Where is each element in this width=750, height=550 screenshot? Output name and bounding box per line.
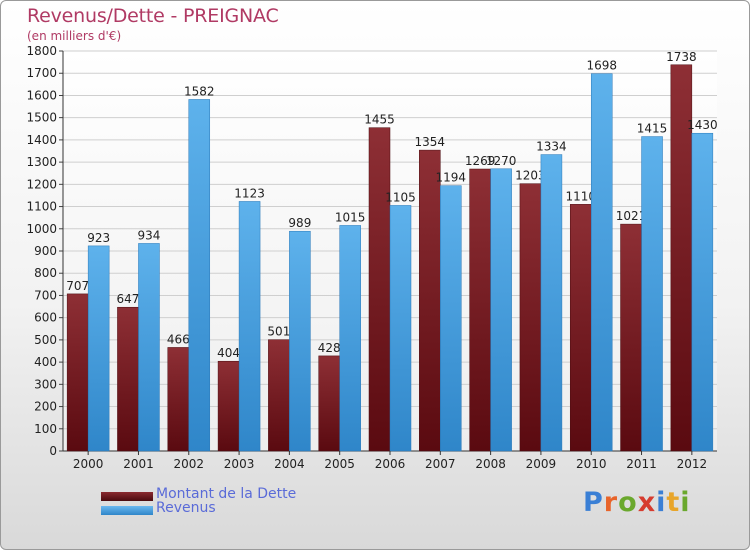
x-tick-label: 2001	[123, 457, 154, 471]
y-tick-label: 0	[49, 444, 57, 458]
bar-revenus	[238, 201, 261, 452]
logo-letter: r	[603, 487, 619, 518]
logo-letter: i	[656, 487, 667, 518]
legend-swatch-revenus	[101, 506, 153, 515]
data-label-revenus: 1698	[586, 59, 617, 73]
x-tick-label: 2010	[576, 457, 607, 471]
data-label-revenus: 1105	[385, 190, 416, 204]
chart-title: Revenus/Dette - PREIGNAC	[27, 5, 279, 27]
bar-revenus	[490, 168, 512, 452]
logo-letter: x	[637, 487, 657, 518]
y-tick-label: 900	[34, 244, 57, 258]
bar-revenus	[289, 230, 311, 452]
data-label-dette: 1354	[415, 135, 446, 149]
y-tick-label: 500	[34, 333, 57, 347]
x-tick-label: 2012	[677, 457, 708, 471]
logo-letter: t	[666, 487, 681, 518]
x-tick-label: 2003	[224, 457, 255, 471]
bar-dette	[167, 347, 190, 452]
x-tick-label: 2002	[173, 457, 204, 471]
y-tick-label: 400	[34, 355, 57, 369]
bar-dette	[620, 223, 642, 452]
data-label-revenus: 1415	[637, 122, 668, 136]
y-tick-label: 200	[34, 400, 57, 414]
data-label-revenus: 934	[138, 228, 161, 242]
y-tick-label: 1100	[26, 200, 57, 214]
chart-subtitle: (en milliers d'€)	[27, 29, 122, 43]
y-tick-label: 1400	[26, 133, 57, 147]
bar-revenus	[590, 73, 613, 452]
bar-revenus	[87, 245, 110, 452]
y-tick-label: 1300	[26, 155, 57, 169]
legend-swatch-dette	[101, 492, 153, 501]
proxiti-logo: Proxiti	[583, 487, 691, 518]
y-tick-label: 1700	[26, 66, 57, 80]
data-label-dette: 1110	[565, 189, 596, 203]
data-label-dette: 647	[117, 292, 140, 306]
data-label-dette: 428	[318, 341, 341, 355]
y-tick-label: 800	[34, 266, 57, 280]
data-label-revenus: 1270	[486, 154, 517, 168]
data-label-revenus: 923	[87, 231, 110, 245]
data-label-dette: 707	[66, 279, 89, 293]
data-label-dette: 466	[167, 332, 190, 346]
data-label-revenus: 1430	[687, 118, 718, 132]
bar-revenus	[138, 243, 160, 452]
bar-revenus	[440, 185, 462, 452]
data-label-dette: 1203	[515, 169, 546, 183]
y-tick-label: 1800	[26, 44, 57, 58]
bar-revenus	[339, 225, 361, 452]
legend-label-dette: Montant de la Dette	[156, 486, 297, 502]
x-tick-label: 2011	[626, 457, 657, 471]
y-tick-label: 600	[34, 311, 57, 325]
data-label-dette: 1269	[465, 154, 496, 168]
x-tick-label: 2008	[475, 457, 506, 471]
bar-dette	[469, 168, 491, 452]
data-label-dette: 1738	[666, 50, 697, 64]
bar-dette	[368, 127, 391, 452]
bar-dette	[66, 293, 89, 452]
bar-dette	[268, 339, 290, 452]
y-tick-label: 1200	[26, 177, 57, 191]
data-label-revenus: 1334	[536, 140, 567, 154]
bar-revenus	[188, 99, 211, 452]
y-tick-label: 1500	[26, 111, 57, 125]
data-label-revenus: 1123	[234, 186, 265, 200]
x-tick-label: 2006	[375, 457, 406, 471]
y-tick-label: 1000	[26, 222, 57, 236]
logo-letter: P	[583, 487, 604, 518]
y-tick-label: 700	[34, 288, 57, 302]
x-tick-label: 2005	[324, 457, 355, 471]
bar-revenus	[540, 154, 563, 452]
y-tick-label: 100	[34, 422, 57, 436]
data-label-dette: 404	[217, 346, 240, 360]
data-label-revenus: 1194	[436, 171, 467, 185]
x-tick-label: 2007	[425, 457, 456, 471]
bar-dette	[569, 204, 592, 452]
bar-revenus	[641, 136, 663, 452]
legend-label-revenus: Revenus	[156, 500, 216, 516]
bar-dette	[217, 360, 240, 452]
y-tick-label: 300	[34, 377, 57, 391]
data-label-revenus: 1015	[335, 210, 366, 224]
data-label-dette: 1455	[364, 113, 395, 127]
x-tick-label: 2004	[274, 457, 305, 471]
bar-revenus	[389, 205, 412, 452]
bar-revenus	[691, 132, 714, 452]
logo-letter: i	[680, 487, 691, 518]
logo-letter: o	[618, 487, 638, 518]
data-label-revenus: 1582	[184, 84, 215, 98]
data-label-dette: 501	[267, 325, 290, 339]
x-tick-label: 2000	[73, 457, 104, 471]
bar-dette	[419, 149, 441, 452]
x-tick-label: 2009	[526, 457, 557, 471]
data-label-dette: 1021	[616, 209, 647, 223]
data-label-revenus: 989	[288, 216, 311, 230]
y-tick-label: 1600	[26, 88, 57, 102]
bar-dette	[318, 355, 340, 452]
bar-dette	[519, 183, 542, 452]
bar-dette	[117, 306, 139, 452]
